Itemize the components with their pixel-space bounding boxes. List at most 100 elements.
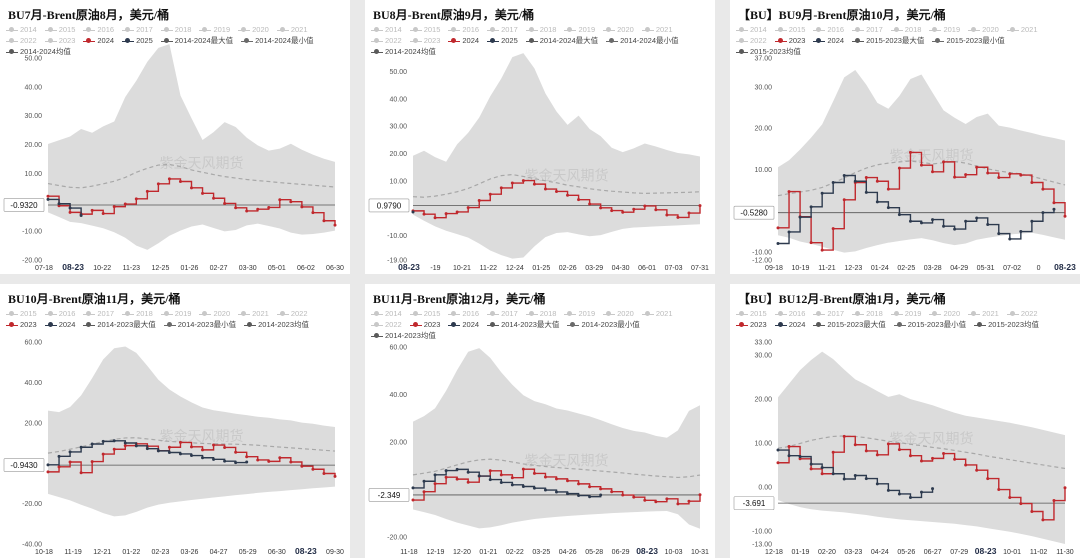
legend-item[interactable]: 2015-2023最小值 xyxy=(932,35,1005,46)
legend-item[interactable]: 2017 xyxy=(122,24,153,35)
legend-item[interactable]: 2014-2024最小值 xyxy=(241,35,314,46)
legend-item[interactable]: 2014-2023均值 xyxy=(371,330,436,341)
legend-item[interactable]: 2021 xyxy=(238,308,269,319)
legend-item[interactable]: 2020 xyxy=(603,308,634,319)
y-tick-label: 0.00 xyxy=(758,484,772,491)
legend-item[interactable]: 2021 xyxy=(641,24,673,35)
average-line xyxy=(47,163,336,189)
legend-item[interactable]: 2021 xyxy=(641,308,673,319)
legend-item[interactable]: 2020 xyxy=(238,24,269,35)
current-value-box xyxy=(733,496,775,510)
legend-item[interactable]: 2022 xyxy=(276,308,308,319)
legend-item[interactable]: 2017 xyxy=(487,24,518,35)
data-point xyxy=(864,176,868,180)
legend-item[interactable]: 2023 xyxy=(736,319,767,330)
legend-item[interactable]: 2014-2023最小值 xyxy=(567,319,640,330)
legend-item[interactable]: 2015 xyxy=(6,308,37,319)
legend-item[interactable]: 2015-2023最大值 xyxy=(813,319,886,330)
legend-item[interactable]: 2014 xyxy=(736,24,767,35)
legend-item[interactable]: 2014-2023最小值 xyxy=(163,319,236,330)
legend-item[interactable]: 2022 xyxy=(371,35,402,46)
legend-item[interactable]: 2015 xyxy=(409,308,440,319)
data-point xyxy=(68,206,72,210)
legend-item[interactable]: 2019 xyxy=(564,24,595,35)
legend-item[interactable]: 2020 xyxy=(968,24,999,35)
data-point xyxy=(643,204,647,208)
legend-item[interactable]: 2018 xyxy=(160,24,191,35)
chart-legend: 2014 2015 2016 2017 2018 2019 2020 2021 2022 2023… xyxy=(371,24,715,57)
data-point xyxy=(897,213,901,217)
legend-label: 2014-2023均值 xyxy=(258,320,309,329)
legend-item[interactable]: 2015 xyxy=(736,308,767,319)
legend-item[interactable]: 2014-2024均值 xyxy=(371,46,436,57)
legend-item[interactable]: 2018 xyxy=(525,24,556,35)
legend-item[interactable]: 2016 xyxy=(44,308,75,319)
data-point xyxy=(311,467,315,471)
legend-item[interactable]: 2018 xyxy=(852,308,883,319)
legend-item[interactable]: 2020 xyxy=(603,24,634,35)
legend-item[interactable]: 2023 xyxy=(409,35,440,46)
legend-item[interactable]: 2023 xyxy=(774,35,805,46)
legend-marker-icon xyxy=(525,37,538,43)
legend-item[interactable]: 2014-2023最大值 xyxy=(83,319,156,330)
legend-item[interactable]: 2014 xyxy=(6,24,37,35)
legend-item[interactable]: 2019 xyxy=(929,24,960,35)
legend-item[interactable]: 2024 xyxy=(774,319,805,330)
legend-item[interactable]: 2023 xyxy=(44,35,75,46)
x-tick-label: -19 xyxy=(430,265,440,272)
legend-item[interactable]: 2015 xyxy=(409,24,440,35)
legend-item[interactable]: 2022 xyxy=(736,35,767,46)
legend-item[interactable]: 2020 xyxy=(929,308,960,319)
legend-item[interactable]: 2014 xyxy=(371,308,402,319)
legend-item[interactable]: 2018 xyxy=(525,308,556,319)
legend-item[interactable]: 2019 xyxy=(199,24,230,35)
legend-item[interactable]: 2018 xyxy=(890,24,921,35)
legend-item[interactable]: 2021 xyxy=(968,308,999,319)
legend-item[interactable]: 2024 xyxy=(83,35,114,46)
legend-item[interactable]: 2025 xyxy=(122,35,153,46)
legend-item[interactable]: 2014-2023最大值 xyxy=(487,319,559,330)
legend-item[interactable]: 2014-2024最大值 xyxy=(525,35,598,46)
legend-item[interactable]: 2019 xyxy=(160,308,191,319)
legend-item[interactable]: 2024 xyxy=(448,35,479,46)
legend-item[interactable]: 2016 xyxy=(83,24,114,35)
legend-item[interactable]: 2025 xyxy=(487,35,518,46)
legend-item[interactable]: 2019 xyxy=(890,308,921,319)
legend-item[interactable]: 2022 xyxy=(371,319,402,330)
legend-item[interactable]: 2016 xyxy=(813,24,844,35)
legend-item[interactable]: 2023 xyxy=(409,319,440,330)
legend-item[interactable]: 2016 xyxy=(774,308,805,319)
legend-item[interactable]: 2016 xyxy=(448,308,479,319)
legend-item[interactable]: 2014-2024均值 xyxy=(6,46,71,57)
legend-item[interactable]: 2015 xyxy=(774,24,805,35)
legend-item[interactable]: 2020 xyxy=(199,308,230,319)
legend-item[interactable]: 2017 xyxy=(813,308,844,319)
legend-item[interactable]: 2024 xyxy=(448,319,479,330)
legend-item[interactable]: 2015-2023均值 xyxy=(974,319,1039,330)
legend-item[interactable]: 2022 xyxy=(6,35,37,46)
legend-item[interactable]: 2022 xyxy=(1006,308,1038,319)
legend-item[interactable]: 2018 xyxy=(122,308,153,319)
x-tick-label: 12-19 xyxy=(427,549,445,556)
legend-marker-icon xyxy=(774,26,787,32)
legend-item[interactable]: 2016 xyxy=(448,24,479,35)
legend-item[interactable]: 2015-2023最大值 xyxy=(852,35,924,46)
legend-item[interactable]: 2015 xyxy=(44,24,75,35)
legend-item[interactable]: 2014-2024最小值 xyxy=(606,35,679,46)
legend-item[interactable]: 2015-2023最小值 xyxy=(893,319,966,330)
legend-item[interactable]: 2019 xyxy=(564,308,595,319)
legend-item[interactable]: 2014 xyxy=(371,24,402,35)
legend-item[interactable]: 2021 xyxy=(276,24,308,35)
legend-item[interactable]: 2014-2023均值 xyxy=(244,319,309,330)
legend-item[interactable]: 2017 xyxy=(852,24,883,35)
legend-item[interactable]: 2023 xyxy=(6,319,37,330)
legend-item[interactable]: 2017 xyxy=(487,308,518,319)
legend-item[interactable]: 2015-2023均值 xyxy=(736,46,801,57)
legend-item[interactable]: 2014-2024最大值 xyxy=(160,35,233,46)
legend-item[interactable]: 2017 xyxy=(83,308,114,319)
legend-item[interactable]: 2024 xyxy=(44,319,75,330)
data-point xyxy=(566,492,570,496)
legend-item[interactable]: 2024 xyxy=(813,35,844,46)
legend-item[interactable]: 2021 xyxy=(1006,24,1038,35)
data-point xyxy=(333,223,337,227)
